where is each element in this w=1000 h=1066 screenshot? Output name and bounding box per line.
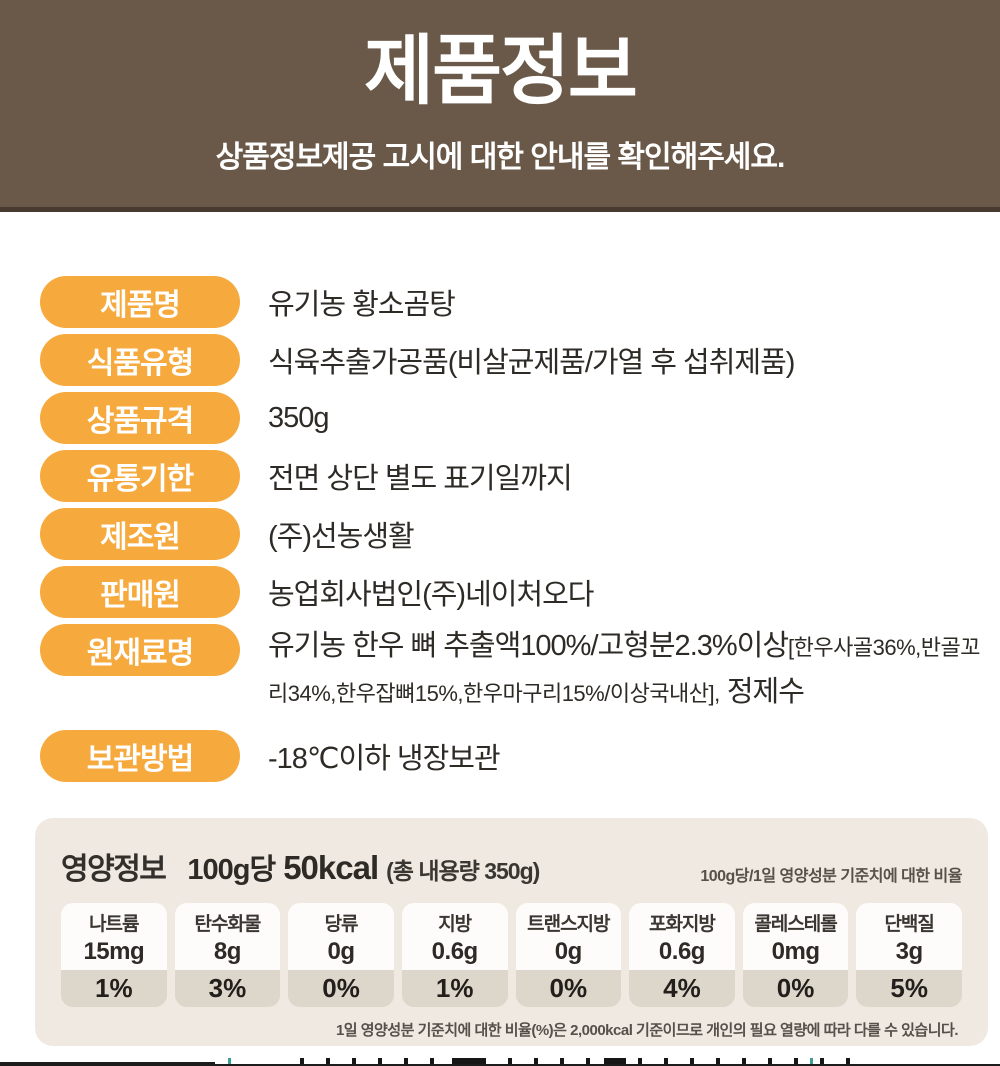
row-manufacturer: 제조원 (주)선농생활 (40, 508, 1000, 560)
nutrient-cell-trans-fat: 트랜스지방 0g 0% (515, 903, 622, 1007)
nutrition-total-amount-note: (총 내용량 350g) (386, 858, 540, 884)
nutrient-cell-top: 지방 0.6g (401, 903, 508, 970)
nutrient-amount: 0.6g (658, 938, 706, 965)
cut-off-text-fragment (0, 1058, 1000, 1066)
nutrient-percent: 5% (856, 970, 962, 1007)
value-manufacturer: (주)선농생활 (268, 521, 415, 553)
nutrient-name: 포화지방 (648, 914, 716, 935)
nutrient-percent: 0% (288, 970, 394, 1007)
nutrient-cell-top: 단백질 3g (856, 903, 962, 970)
cut-off-baseline (0, 1064, 1000, 1066)
cut-off-line-left (0, 1062, 215, 1065)
nutrient-cell-top: 나트륨 15mg (61, 903, 167, 970)
nutrient-name: 단백질 (884, 914, 934, 935)
nutrient-amount: 3g (895, 938, 924, 965)
label-pill-product-size: 상품규격 (40, 392, 240, 444)
row-storage: 보관방법 -18℃이하 냉장보관 (40, 730, 1000, 782)
cut-off-teal-mark (810, 1058, 813, 1066)
cut-off-glyph-tops (300, 1058, 870, 1066)
nutrient-percent: 0% (515, 970, 622, 1007)
nutrient-amount: 0g (327, 938, 356, 965)
row-expiry: 유통기한 전면 상단 별도 표기일까지 (40, 450, 1000, 502)
value-storage: -18℃이하 냉장보관 (268, 743, 501, 775)
page-title: 제품정보 (364, 29, 638, 114)
nutrient-name: 나트륨 (89, 914, 139, 935)
nutrition-section-title: 영양정보 (61, 853, 167, 886)
value-product-name: 유기농 황소곰탕 (268, 289, 456, 321)
nutrient-cell-top: 탄수화물 8g (174, 903, 281, 970)
nutrient-percent: 1% (401, 970, 508, 1007)
label-pill-seller: 판매원 (40, 566, 240, 618)
ingredients-main-text: 유기농 한우 뼈 추출액100%/고형분2.3%이상 (268, 630, 789, 662)
ingredients-tail-text: 정제수 (726, 676, 805, 708)
value-ingredients: 유기농 한우 뼈 추출액100%/고형분2.3%이상[한우사골36%,반골꼬리3… (268, 624, 986, 716)
nutrient-cell-top: 포화지방 0.6g (629, 903, 735, 970)
value-seller: 농업회사법인(주)네이처오다 (268, 579, 594, 611)
row-seller: 판매원 농업회사법인(주)네이처오다 (40, 566, 1000, 618)
value-expiry: 전면 상단 별도 표기일까지 (268, 463, 573, 495)
nutrient-name: 트랜스지방 (527, 914, 610, 935)
label-pill-storage: 보관방법 (40, 730, 240, 782)
value-food-type: 식육추출가공품(비살균제품/가열 후 섭취제품) (268, 347, 795, 379)
nutrient-cell-protein: 단백질 3g 5% (856, 903, 962, 1007)
nutrition-header: 영양정보 100g당 50kcal (총 내용량 350g) 100g당/1일 … (61, 844, 962, 888)
label-pill-product-name: 제품명 (40, 276, 240, 328)
label-pill-food-type: 식품유형 (40, 334, 240, 386)
nutrient-percent: 4% (629, 970, 735, 1007)
ingredients-detail-text: [한우사골36%,반골꼬리34%,한우잡뼈15%,한우마구리15%/이상국내산]… (268, 635, 980, 706)
header-banner: 제품정보 상품정보제공 고시에 대한 안내를 확인해주세요. (0, 0, 1000, 212)
nutrition-facts-box: 영양정보 100g당 50kcal (총 내용량 350g) 100g당/1일 … (35, 818, 988, 1046)
nutrition-serving-size: 100g당 (187, 854, 276, 886)
nutrition-cells-row: 나트륨 15mg 1% 탄수화물 8g 3% 당류 0g 0% (61, 903, 962, 1007)
nutrient-cell-saturated-fat: 포화지방 0.6g 4% (629, 903, 735, 1007)
cut-off-glyph-blob (604, 1058, 626, 1066)
nutrient-amount: 0.6g (431, 938, 479, 965)
label-pill-ingredients: 원재료명 (40, 624, 240, 676)
row-ingredients: 원재료명 유기농 한우 뼈 추출액100%/고형분2.3%이상[한우사골36%,… (40, 624, 1000, 716)
nutrient-cell-cholesterol: 콜레스테롤 0mg 0% (742, 903, 849, 1007)
nutrient-cell-sodium: 나트륨 15mg 1% (61, 903, 167, 1007)
nutrient-percent: 0% (742, 970, 849, 1007)
nutrient-cell-top: 당류 0g (288, 903, 394, 970)
cut-off-teal-mark (228, 1058, 231, 1066)
nutrient-cell-fat: 지방 0.6g 1% (401, 903, 508, 1007)
nutrient-amount: 0mg (771, 938, 820, 965)
nutrient-percent: 3% (174, 970, 281, 1007)
nutrient-name: 지방 (438, 914, 472, 935)
nutrient-cell-sugars: 당류 0g 0% (288, 903, 394, 1007)
nutrition-calories: 50kcal (283, 849, 379, 886)
nutrient-cell-top: 트랜스지방 0g (515, 903, 622, 970)
product-info-list: 제품명 유기농 황소곰탕 식품유형 식육추출가공품(비살균제품/가열 후 섭취제… (0, 212, 1000, 782)
nutrient-name: 탄수화물 (194, 914, 261, 935)
nutrient-name: 당류 (324, 914, 359, 935)
nutrient-amount: 8g (213, 938, 242, 965)
row-food-type: 식품유형 식육추출가공품(비살균제품/가열 후 섭취제품) (40, 334, 1000, 386)
nutrition-title-group: 영양정보 100g당 50kcal (총 내용량 350g) (61, 844, 540, 888)
nutrient-name: 콜레스테롤 (754, 914, 837, 935)
nutrition-footnote: 1일 영양성분 기준치에 대한 비율(%)은 2,000kcal 기준이므로 개… (335, 1022, 959, 1039)
nutrition-daily-value-note: 100g당/1일 영양성분 기준치에 대한 비율 (700, 868, 962, 885)
nutrient-cell-top: 콜레스테롤 0mg (742, 903, 849, 970)
nutrient-amount: 0g (554, 938, 583, 965)
row-product-size: 상품규격 350g (40, 392, 1000, 444)
page-subtitle: 상품정보제공 고시에 대한 안내를 확인해주세요. (215, 141, 786, 174)
cut-off-glyph-blob (452, 1058, 482, 1066)
nutrient-amount: 15mg (83, 938, 145, 965)
label-pill-manufacturer: 제조원 (40, 508, 240, 560)
nutrient-cell-carbohydrate: 탄수화물 8g 3% (174, 903, 281, 1007)
nutrient-percent: 1% (61, 970, 167, 1007)
row-product-name: 제품명 유기농 황소곰탕 (40, 276, 1000, 328)
label-pill-expiry: 유통기한 (40, 450, 240, 502)
value-product-size: 350g (268, 401, 330, 434)
